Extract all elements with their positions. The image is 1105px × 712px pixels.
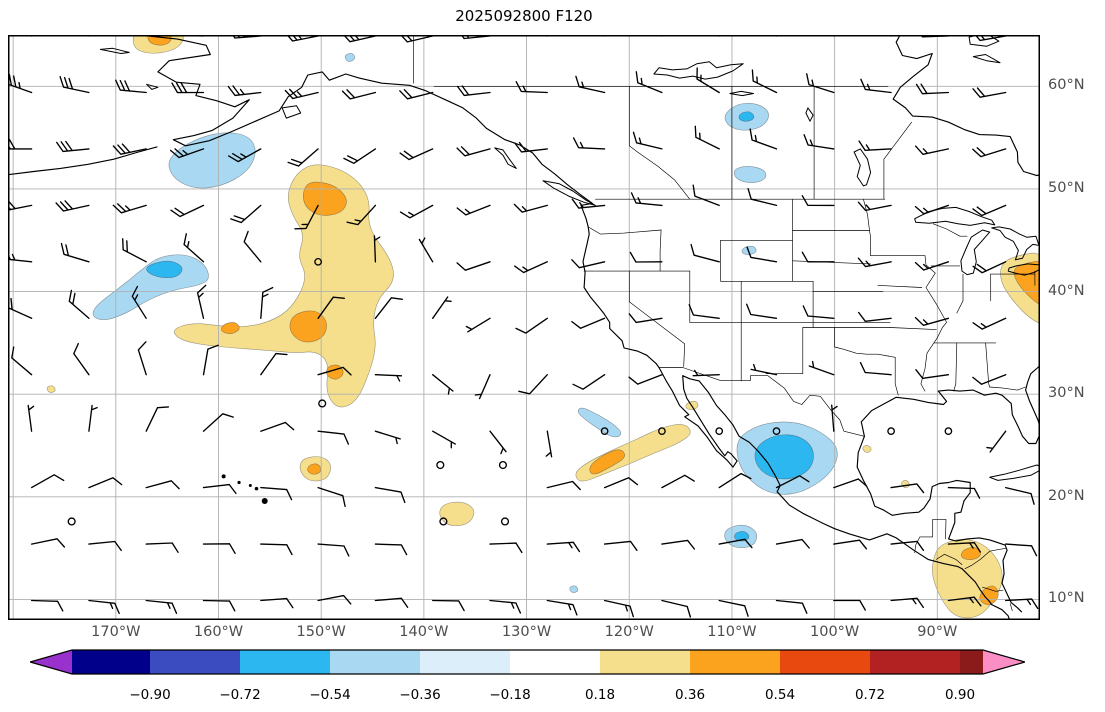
lon-tick-label: 140°W xyxy=(399,624,449,640)
lat-tick-label: 60°N xyxy=(1048,77,1085,94)
lon-tick-label: 120°W xyxy=(604,624,654,640)
colorbar xyxy=(30,649,1025,675)
colorbar-tick-label: −0.36 xyxy=(399,687,441,703)
lon-tick-label: 160°W xyxy=(193,624,244,640)
lat-tick-label: 50°N xyxy=(1048,179,1085,196)
map-layers xyxy=(8,35,1040,620)
lon-tick-label: 100°W xyxy=(809,624,860,640)
colorbar-tick-label: −0.54 xyxy=(309,687,351,703)
lon-tick-label: 150°W xyxy=(296,624,346,640)
map-plot xyxy=(8,35,1040,620)
colorbar-tick-label: −0.90 xyxy=(129,687,171,703)
lon-tick-label: 170°W xyxy=(91,624,141,640)
lat-tick-label: 30°N xyxy=(1048,385,1085,402)
figure-title: 2025092800 F120 xyxy=(455,7,593,25)
lon-tick-label: 90°W xyxy=(917,624,958,640)
colorbar-tick-label: 0.18 xyxy=(584,687,616,703)
colorbar-tick-label: −0.18 xyxy=(489,687,531,703)
colorbar-tick-label: 0.72 xyxy=(854,687,886,703)
lat-tick-label: 20°N xyxy=(1048,487,1085,504)
lat-tick-label: 10°N xyxy=(1048,590,1085,607)
lon-tick-label: 130°W xyxy=(501,624,552,640)
colorbar-tick-label: 0.54 xyxy=(764,687,796,703)
lat-tick-label: 40°N xyxy=(1048,282,1085,299)
lon-tick-label: 110°W xyxy=(707,624,757,640)
colorbar-tick-label: 0.90 xyxy=(944,687,976,703)
colorbar-tick-label: −0.72 xyxy=(219,687,261,703)
colorbar-tick-label: 0.36 xyxy=(674,687,706,703)
